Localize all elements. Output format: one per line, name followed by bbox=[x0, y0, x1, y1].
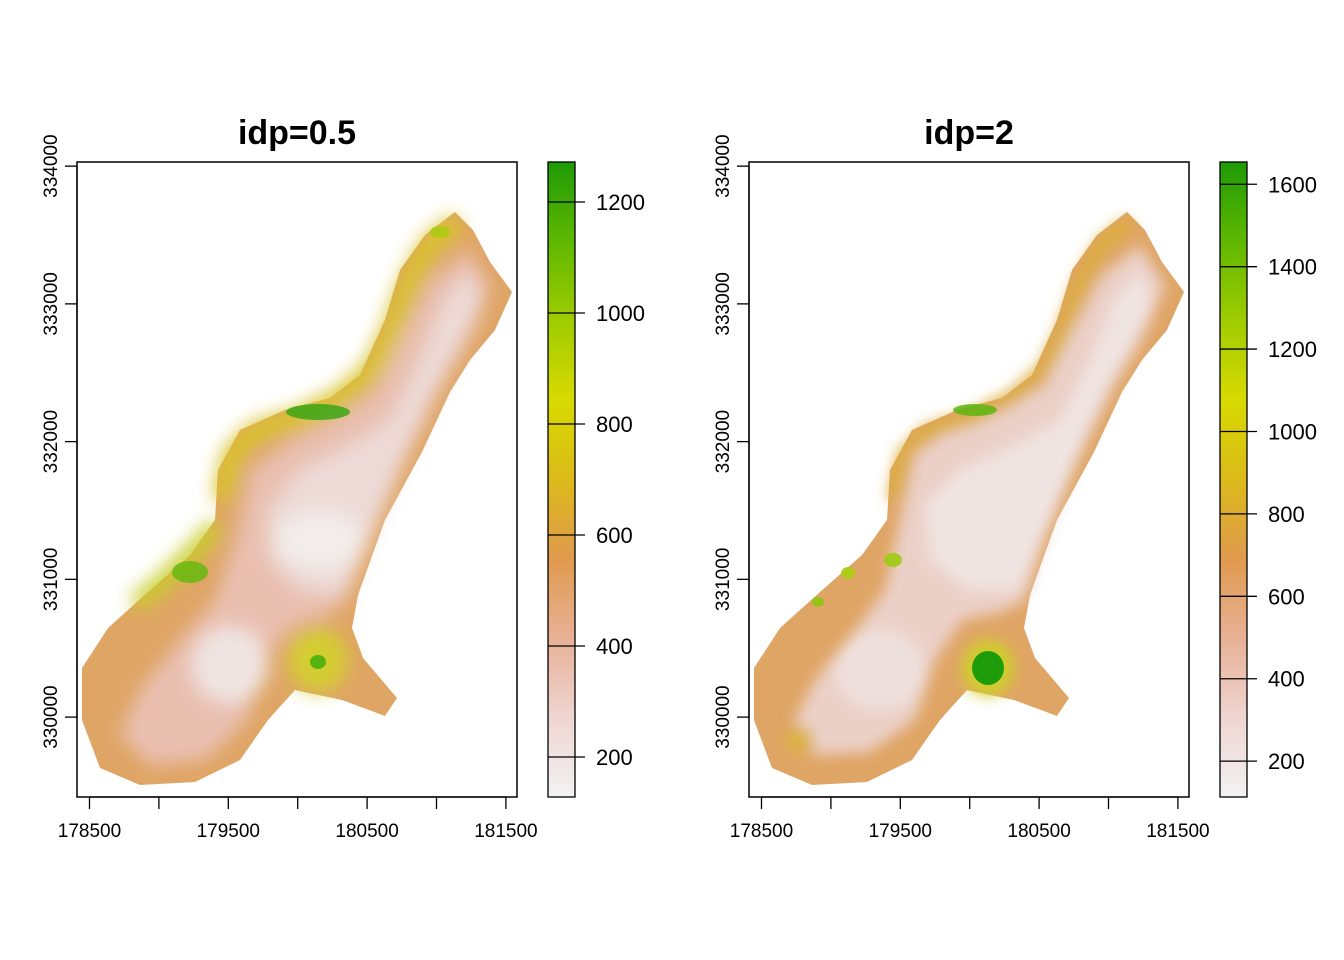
colorbar-tick-label: 1200 bbox=[596, 190, 645, 215]
colorbar-tick-label: 1000 bbox=[1268, 419, 1317, 444]
raster-edge-north bbox=[212, 214, 465, 503]
y-tick-label: 332000 bbox=[713, 410, 734, 473]
raster-peak-green bbox=[172, 561, 208, 583]
x-tick-label: 180500 bbox=[1007, 821, 1070, 842]
raster-peak-green bbox=[430, 226, 450, 238]
y-tick-label: 334000 bbox=[713, 134, 734, 197]
y-axis: 330000 331000 332000 333000 334000 bbox=[713, 134, 750, 749]
chart-title: idp=2 bbox=[924, 114, 1014, 152]
chart-title: idp=0.5 bbox=[238, 114, 356, 152]
colorbar-ramp bbox=[548, 162, 575, 797]
y-tick-label: 331000 bbox=[41, 548, 62, 611]
raster-zone-pale bbox=[192, 627, 268, 703]
raster-edge-north bbox=[887, 216, 1135, 502]
raster-zone-pale bbox=[275, 510, 365, 570]
x-axis: 178500 179500 180500 181500 bbox=[730, 796, 1210, 842]
colorbar-tick-label: 400 bbox=[1268, 667, 1305, 692]
y-tick-label: 331000 bbox=[713, 548, 734, 611]
x-tick-label: 180500 bbox=[335, 821, 398, 842]
x-tick-label: 181500 bbox=[1146, 821, 1209, 842]
raster-layer bbox=[754, 212, 1184, 785]
x-tick-label: 178500 bbox=[730, 821, 793, 842]
colorbar-tick-label: 600 bbox=[596, 523, 633, 548]
raster-region-light bbox=[925, 270, 1152, 590]
panel-idp-0.5: idp=0.5 bbox=[41, 114, 645, 842]
raster-peak-green bbox=[884, 553, 902, 567]
raster-peak-green bbox=[841, 567, 855, 579]
colorbar-tick-label: 400 bbox=[596, 634, 633, 659]
raster-peak-green bbox=[812, 597, 824, 607]
raster-layer bbox=[82, 212, 512, 785]
y-axis: 330000 331000 332000 333000 334000 bbox=[41, 134, 78, 749]
colorbar-tick-label: 1200 bbox=[1268, 337, 1317, 362]
colorbar-tick-label: 800 bbox=[596, 412, 633, 437]
colorbar-tick-label: 800 bbox=[1268, 502, 1305, 527]
colorbar: 200 400 600 800 1000 1200 bbox=[547, 161, 645, 798]
y-tick-label: 330000 bbox=[713, 685, 734, 748]
y-tick-label: 333000 bbox=[713, 272, 734, 335]
raster-zone-pale bbox=[835, 630, 925, 710]
colorbar-tick-label: 200 bbox=[1268, 749, 1305, 774]
colorbar: 200 400 600 800 1000 1200 1400 1600 bbox=[1219, 161, 1317, 798]
raster-peak-green bbox=[953, 404, 997, 416]
y-tick-label: 334000 bbox=[41, 134, 62, 197]
x-tick-label: 178500 bbox=[58, 821, 121, 842]
raster-hotspot bbox=[786, 727, 814, 753]
x-tick-label: 181500 bbox=[474, 821, 537, 842]
colorbar-tick-label: 1400 bbox=[1268, 255, 1317, 280]
colorbar-tick-label: 200 bbox=[596, 745, 633, 770]
raster-peak-green bbox=[972, 651, 1004, 685]
panel-idp-2: idp=2 178500 179500 180500 18150 bbox=[713, 114, 1317, 842]
raster-peak-green bbox=[310, 655, 326, 669]
colorbar-tick-label: 1600 bbox=[1268, 172, 1317, 197]
colorbar-frame bbox=[547, 161, 576, 798]
y-tick-label: 330000 bbox=[41, 685, 62, 748]
colorbar-ramp bbox=[1220, 162, 1247, 797]
y-tick-label: 333000 bbox=[41, 272, 62, 335]
x-axis: 178500 179500 180500 181500 bbox=[58, 796, 538, 842]
colorbar-tick-label: 600 bbox=[1268, 584, 1305, 609]
x-tick-label: 179500 bbox=[869, 821, 932, 842]
x-tick-label: 179500 bbox=[197, 821, 260, 842]
colorbar-tick-label: 1000 bbox=[596, 301, 645, 326]
y-tick-label: 332000 bbox=[41, 410, 62, 473]
colorbar-frame bbox=[1219, 161, 1248, 798]
raster-peak-green bbox=[286, 404, 350, 420]
